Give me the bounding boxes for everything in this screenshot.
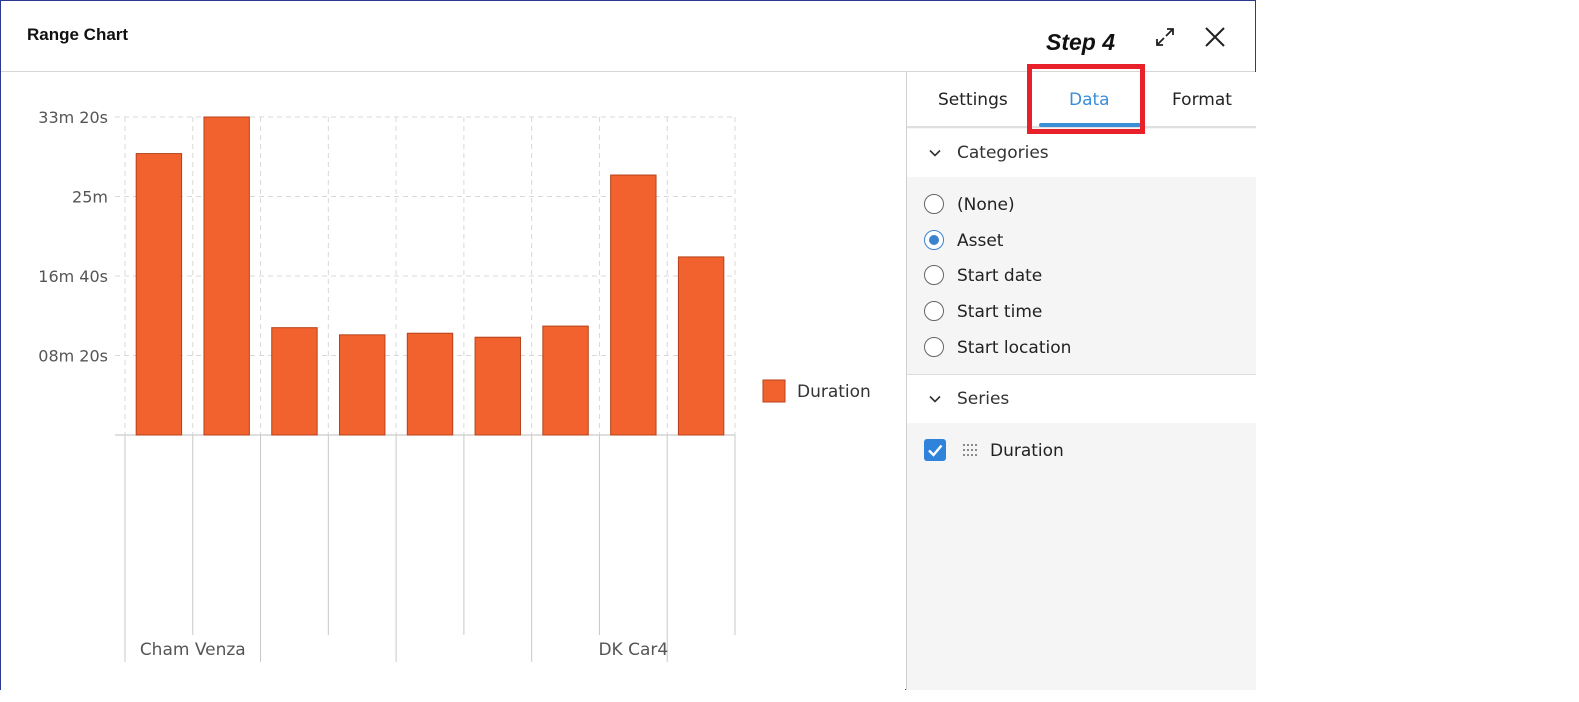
- series-checkbox[interactable]: [924, 439, 946, 461]
- chart-area: 08m 20s 16m 40s 25m 33m 20s Cham Venza DK Car…: [1, 72, 905, 690]
- tab-data[interactable]: Data: [1069, 90, 1110, 110]
- y-tick-label: 08m 20s: [38, 347, 108, 366]
- bar: [135, 153, 183, 436]
- bar: [610, 174, 657, 436]
- category-option-label: Start date: [957, 266, 1043, 286]
- bar: [339, 334, 386, 436]
- bar-chart: 08m 20s 16m 40s 25m 33m 20s Cham Venza DK Car…: [38, 108, 871, 662]
- legend-swatch: [762, 379, 786, 403]
- bar: [474, 336, 521, 436]
- radio-button[interactable]: [924, 194, 944, 214]
- panel-tabs: Settings Data Format: [907, 72, 1256, 128]
- category-option-label: Start time: [957, 302, 1043, 322]
- y-tick-label: 33m 20s: [38, 108, 108, 127]
- y-tick-label: 16m 40s: [38, 267, 108, 286]
- dialog-title: Range Chart: [27, 25, 129, 44]
- tab-settings[interactable]: Settings: [938, 90, 1008, 110]
- chevron-down-icon: [929, 149, 941, 157]
- close-button[interactable]: [1201, 23, 1229, 51]
- series-list: Duration: [907, 423, 1256, 689]
- expand-button[interactable]: [1151, 23, 1179, 51]
- radio-button[interactable]: [924, 301, 944, 321]
- dialog-titlebar: Range Chart Step 4: [1, 1, 1255, 72]
- radio-button-selected[interactable]: [924, 230, 944, 250]
- categories-section-header[interactable]: Categories: [907, 129, 1256, 177]
- bar: [271, 327, 318, 436]
- tab-format[interactable]: Format: [1172, 90, 1232, 110]
- active-tab-indicator: [1039, 123, 1141, 127]
- expand-icon: [1156, 28, 1174, 46]
- category-option-label: Asset: [957, 231, 1004, 251]
- drag-handle-icon[interactable]: [962, 443, 980, 457]
- category-option-label: (None): [957, 195, 1015, 215]
- close-icon: [1205, 27, 1225, 47]
- step-annotation: Step 4: [1046, 29, 1116, 55]
- series-section-header[interactable]: Series: [907, 375, 1256, 423]
- step-highlight-box: [1027, 64, 1145, 134]
- range-chart-dialog: Range Chart Step 4 08m 20s 16m 40s 25m 33m …: [0, 0, 1256, 690]
- legend-label: Duration: [797, 382, 871, 402]
- x-category-label: DK Car4: [598, 640, 668, 660]
- chevron-down-icon: [929, 395, 941, 403]
- y-tick-label: 25m: [72, 188, 108, 207]
- series-item-label: Duration: [990, 441, 1064, 461]
- x-category-label: Cham Venza: [140, 640, 246, 660]
- bar: [542, 325, 589, 436]
- checkmark-icon: [928, 444, 943, 457]
- bar: [203, 116, 250, 436]
- radio-button[interactable]: [924, 337, 944, 357]
- series-header-label: Series: [957, 389, 1010, 409]
- categories-header-label: Categories: [957, 143, 1049, 163]
- bar: [677, 256, 725, 436]
- chart-config-panel: Settings Data Format Categories (None) A…: [906, 72, 1256, 690]
- categories-options: (None) Asset Start date Start time Start…: [907, 177, 1256, 375]
- bar: [406, 332, 454, 436]
- radio-button[interactable]: [924, 265, 944, 285]
- category-option-label: Start location: [957, 338, 1072, 358]
